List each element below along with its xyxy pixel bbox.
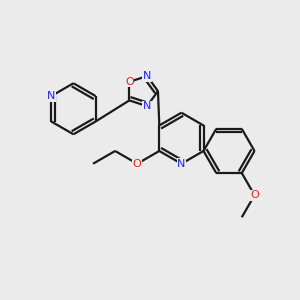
Text: O: O xyxy=(125,77,134,87)
Text: N: N xyxy=(177,159,186,169)
Text: O: O xyxy=(250,190,259,200)
Text: N: N xyxy=(143,101,151,111)
Text: O: O xyxy=(133,159,142,169)
Text: N: N xyxy=(47,91,56,101)
Text: N: N xyxy=(143,71,151,81)
